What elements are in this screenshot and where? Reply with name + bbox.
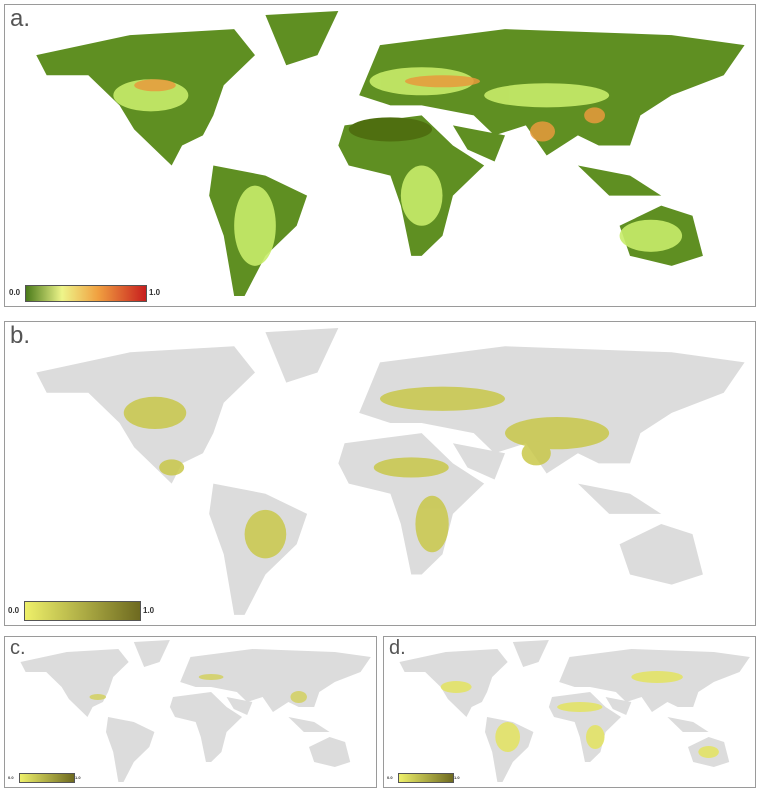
colorbar xyxy=(19,773,75,783)
colorbar-max: 1.0 xyxy=(454,775,460,780)
world-map xyxy=(36,328,745,615)
panel-b: b. 0.0 1.0 xyxy=(4,321,756,626)
colorbar xyxy=(24,601,141,621)
panel-a: a. 0.0 1.0 xyxy=(4,4,756,307)
world-map xyxy=(20,640,371,782)
colorbar-min: 0.0 xyxy=(387,775,393,780)
colorbar-min: 0.0 xyxy=(8,606,20,615)
colorbar-max: 1.0 xyxy=(143,606,155,615)
colorbar-max: 1.0 xyxy=(149,288,161,297)
panel-label: c. xyxy=(10,637,26,659)
panel-d: d. 0.0 1.0 xyxy=(383,636,756,788)
panel-label: b. xyxy=(10,322,31,349)
colorbar-min: 0.0 xyxy=(8,775,14,780)
colorbar-min: 0.0 xyxy=(9,288,21,297)
world-map xyxy=(399,640,750,782)
panel-label: d. xyxy=(389,637,406,659)
colorbar xyxy=(398,773,454,783)
panel-c: c. 0.0 1.0 xyxy=(4,636,377,788)
panel-label: a. xyxy=(10,5,31,32)
colorbar xyxy=(25,285,147,302)
colorbar-max: 1.0 xyxy=(75,775,81,780)
world-map xyxy=(36,11,745,296)
